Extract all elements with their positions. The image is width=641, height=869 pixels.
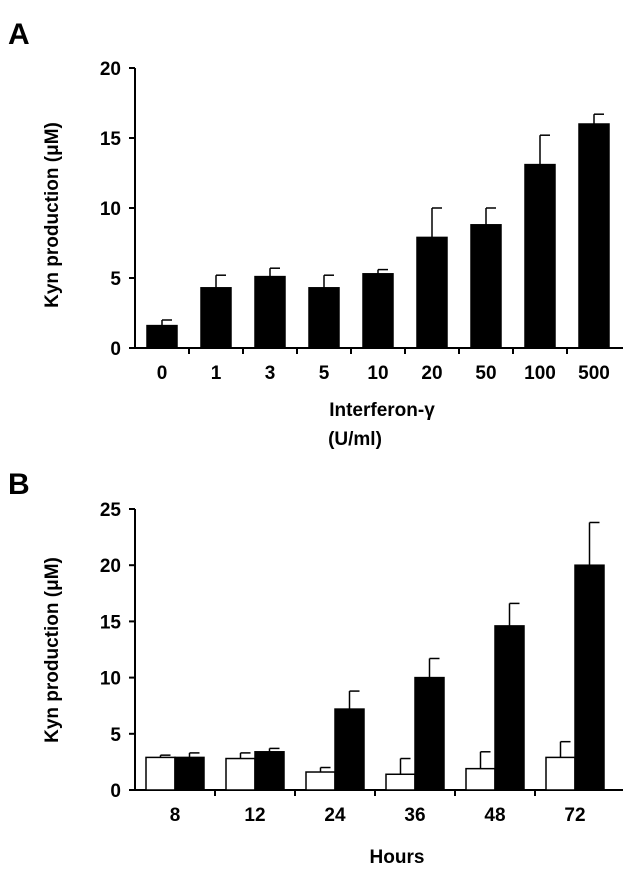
- panel-a-y-tick-label: 15: [100, 129, 122, 150]
- panel-b-x-axis-label: Hours: [370, 847, 425, 868]
- panel-b-bar: [385, 773, 416, 791]
- panel-b-y-tick-label: 0: [110, 781, 121, 802]
- panel-b-x-tick-label: 36: [404, 805, 425, 826]
- panel-b-bar: [334, 708, 365, 791]
- panel-b-y-tick-label: 25: [100, 500, 122, 521]
- panel-a-bar: [524, 163, 556, 349]
- panel-a-y-tick-label: 20: [100, 59, 121, 80]
- panel-a-bar: [308, 287, 340, 349]
- panel-b-x-tick-label: 8: [170, 805, 181, 826]
- panel-a-x-tick-label: 500: [578, 363, 610, 384]
- panel-b-x-tick-label: 12: [244, 805, 265, 826]
- panel-b-bar: [465, 767, 496, 791]
- panel-b-bar: [225, 757, 256, 791]
- panel-b-bar: [574, 564, 605, 791]
- panel-b-y-tick-label: 15: [100, 612, 122, 633]
- panel-a-x-tick-label: 0: [157, 363, 168, 384]
- panel-a-label: A: [8, 18, 30, 51]
- panel-b-x-tick-label: 48: [484, 805, 505, 826]
- panel-a-x-tick-label: 10: [367, 363, 388, 384]
- panel-b-bar: [414, 676, 445, 791]
- panel-a-x-tick-label: 50: [475, 363, 496, 384]
- panel-b-y-tick-label: 20: [100, 556, 121, 577]
- panel-a-y-axis-label: Kyn production (μM): [42, 122, 63, 308]
- panel-a-x-tick-label: 3: [265, 363, 276, 384]
- panel-a-x-tick-label: 20: [421, 363, 442, 384]
- panel-b-chart: B Kyn production (μM) Hours 0 5 10 15 20 25 8 1…: [8, 468, 623, 868]
- panel-a-bar: [362, 273, 394, 349]
- panel-b-label: B: [8, 468, 30, 501]
- panel-b-bar: [545, 756, 576, 791]
- panel-a-x-tick-label: 5: [319, 363, 330, 384]
- panel-a-plot-area: 0 5 10 15 20 0 1 3 5 10 20 50 100 500: [100, 59, 623, 384]
- panel-a-bar: [416, 236, 448, 349]
- panel-a-x-axis-label-line2: (U/ml): [328, 429, 382, 450]
- panel-b-bar: [305, 771, 336, 791]
- panel-a-x-axis-label-line1: Interferon-γ: [329, 400, 435, 421]
- panel-a-y-tick-label: 0: [110, 339, 121, 360]
- panel-a-chart: A Kyn production (μM) Interferon-γ (U/ml…: [8, 18, 623, 450]
- panel-b-y-tick-label: 5: [110, 725, 121, 746]
- panel-a-bar: [200, 287, 232, 349]
- panel-b-bar: [145, 756, 176, 791]
- panel-b-y-tick-label: 10: [100, 669, 121, 690]
- panel-b-y-axis-label: Kyn production (μM): [42, 557, 63, 743]
- panel-b-bar: [254, 751, 285, 791]
- panel-a-bar: [254, 275, 286, 349]
- panel-a-bar: [578, 123, 610, 349]
- panel-a-bar: [146, 324, 178, 349]
- panel-b-bar: [494, 625, 525, 791]
- panel-a-x-tick-label: 1: [211, 363, 222, 384]
- panel-b-x-tick-label: 24: [324, 805, 346, 826]
- panel-a-x-tick-label: 100: [524, 363, 556, 384]
- panel-b-bar: [174, 756, 205, 791]
- panel-b-x-tick-label: 72: [564, 805, 585, 826]
- panel-a-y-tick-label: 10: [100, 199, 121, 220]
- panel-a-bar: [470, 224, 502, 349]
- panel-a-y-tick-label: 5: [110, 269, 121, 290]
- panel-b-plot-area: 0 5 10 15 20 25 8 12 24 36 48 72: [100, 500, 623, 826]
